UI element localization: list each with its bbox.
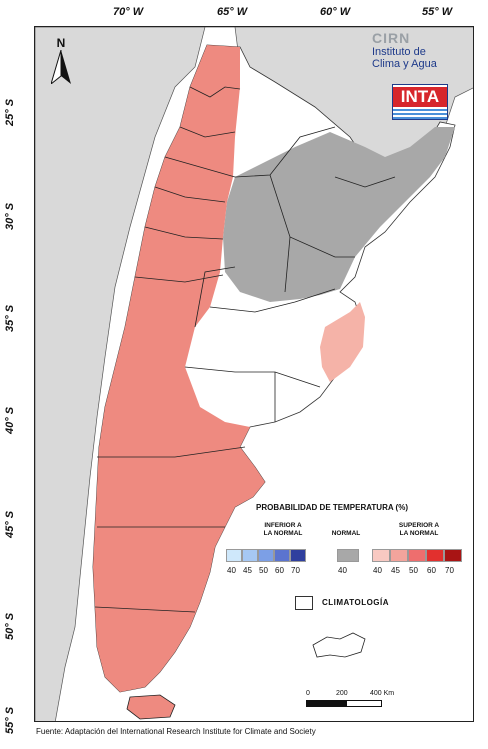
legend-tick-above-4: 70	[445, 566, 454, 575]
inta-logo-stripes	[393, 109, 447, 119]
legend-swatch-above-2	[408, 549, 426, 562]
map-canvas	[35, 27, 473, 721]
lon-label-65w: 65° W	[217, 6, 248, 18]
lat-label-40s: 40° S	[4, 406, 16, 434]
map-frame	[34, 26, 474, 722]
legend-swatch-above-4	[444, 549, 462, 562]
legend-tick-above-2: 50	[409, 566, 418, 575]
cirn-logo: CIRN Instituto de Clima y Agua	[372, 30, 458, 70]
legend-swatch-below-2	[258, 549, 274, 562]
legend-tick-below-3: 60	[275, 566, 284, 575]
lon-label-60w: 60° W	[320, 6, 351, 18]
lat-label-55s: 55° S	[4, 706, 16, 734]
north-arrow: N	[50, 36, 71, 89]
scale-label-200: 200	[336, 690, 348, 697]
zone-above-normal-east	[320, 302, 365, 382]
scale-label-0: 0	[306, 690, 310, 697]
lon-label-55w: 55° W	[422, 6, 453, 18]
legend-tick-normal-0: 40	[338, 566, 347, 575]
legend-below-label: INFERIOR A LA NORMAL	[263, 522, 303, 537]
legend-tick-below-4: 70	[291, 566, 300, 575]
zone-above-normal-west	[93, 45, 265, 692]
lat-label-25s: 25° S	[4, 98, 16, 126]
scale-label-400: 400 Km	[370, 690, 395, 697]
inta-logo: INTA	[392, 84, 448, 120]
cirn-logo-line1: Instituto de	[372, 46, 426, 58]
cirn-logo-line2: Clima y Agua	[372, 58, 437, 70]
lon-label-70w: 70° W	[113, 6, 144, 18]
legend-swatch-above-1	[390, 549, 408, 562]
climatology-swatch	[295, 596, 313, 610]
legend-normal-label: NORMAL	[331, 530, 361, 537]
legend-swatch-below-4	[290, 549, 306, 562]
legend-swatch-normal-0	[337, 549, 359, 562]
scale-bar-black	[306, 700, 346, 707]
legend-tick-below-2: 50	[259, 566, 268, 575]
legend-tick-above-1: 45	[391, 566, 400, 575]
cirn-logo-title: CIRN	[372, 30, 411, 46]
legend-tick-above-0: 40	[373, 566, 382, 575]
legend-swatch-above-3	[426, 549, 444, 562]
north-arrow-icon	[50, 49, 71, 86]
falkland-islands	[312, 632, 366, 658]
lat-label-45s: 45° S	[4, 510, 16, 538]
climatology-label: CLIMATOLOGÍA	[322, 598, 390, 607]
source-note: Fuente: Adaptación del International Res…	[36, 727, 316, 736]
north-label: N	[56, 36, 66, 50]
province-boundaries	[94, 86, 396, 613]
lat-label-30s: 30° S	[4, 202, 16, 230]
legend-title: PROBABILIDAD DE TEMPERATURA (%)	[256, 503, 408, 512]
lat-label-50s: 50° S	[4, 612, 16, 640]
legend-swatch-below-3	[274, 549, 290, 562]
legend-swatch-above-0	[372, 549, 390, 562]
legend-swatch-below-1	[242, 549, 258, 562]
legend-tick-below-1: 45	[243, 566, 252, 575]
scale-bar-white	[346, 700, 382, 707]
zone-normal	[223, 127, 455, 302]
legend-above-label: SUPERIOR A LA NORMAL	[398, 522, 440, 537]
tierra-del-fuego	[126, 694, 176, 720]
legend-swatch-below-0	[226, 549, 242, 562]
inta-logo-text: INTA	[393, 87, 447, 107]
legend-tick-below-0: 40	[227, 566, 236, 575]
legend-tick-above-3: 60	[427, 566, 436, 575]
lat-label-35s: 35° S	[4, 304, 16, 332]
